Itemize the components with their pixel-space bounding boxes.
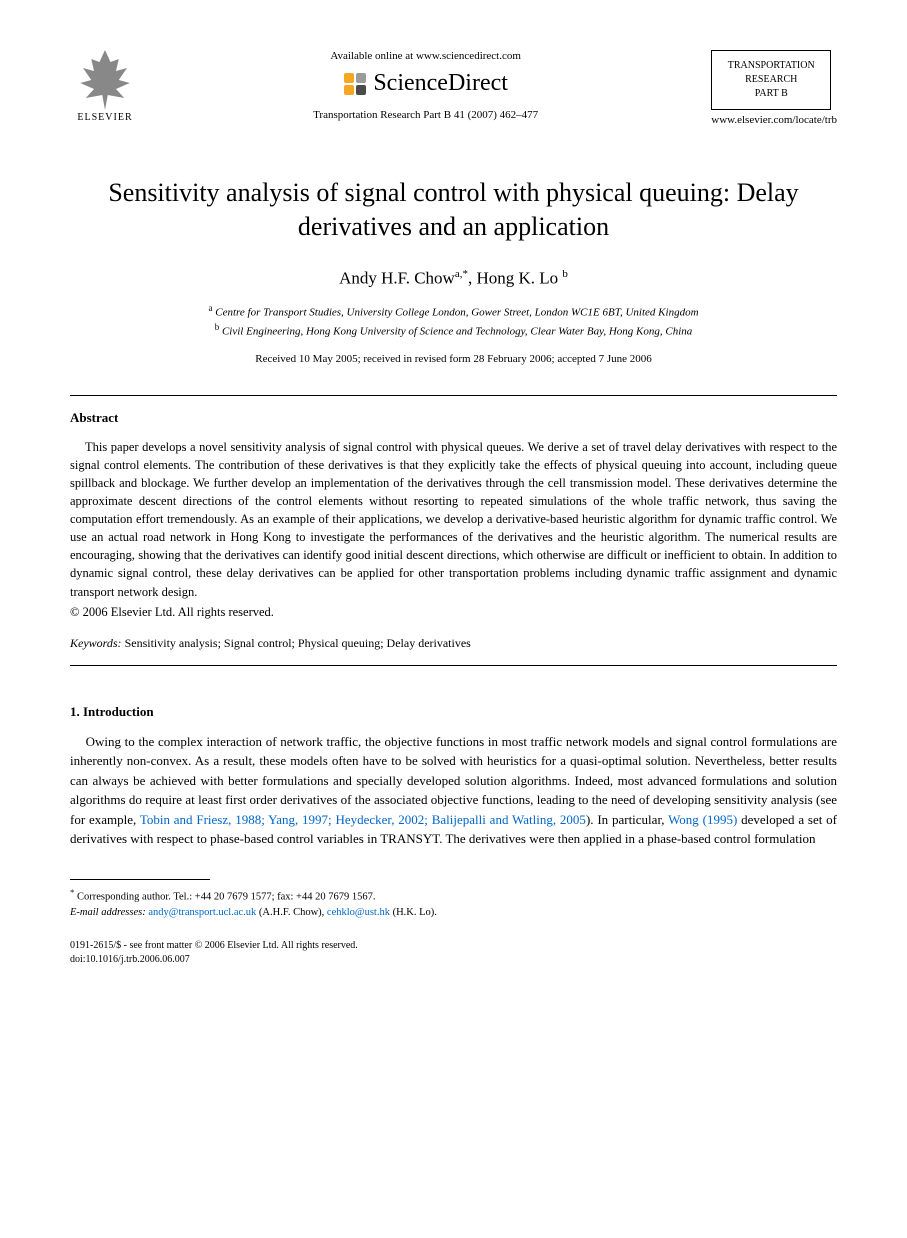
abstract-text: This paper develops a novel sensitivity … xyxy=(70,438,837,601)
author-sep: , Hong K. Lo xyxy=(468,268,562,287)
center-header: Available online at www.sciencedirect.co… xyxy=(140,50,711,125)
journal-line2: RESEARCH xyxy=(718,73,824,87)
sciencedirect-text: ScienceDirect xyxy=(373,70,508,97)
publisher-name: ELSEVIER xyxy=(70,112,140,123)
email-2-name: (H.K. Lo). xyxy=(390,907,437,918)
intro-heading: 1. Introduction xyxy=(70,704,837,720)
keywords-line: Keywords: Sensitivity analysis; Signal c… xyxy=(70,636,837,651)
affiliation-b: b Civil Engineering, Hong Kong Universit… xyxy=(70,321,837,340)
footnote-block: * Corresponding author. Tel.: +44 20 767… xyxy=(70,886,837,921)
affiliation-a: a Centre for Transport Studies, Universi… xyxy=(70,302,837,321)
article-dates: Received 10 May 2005; received in revise… xyxy=(70,353,837,365)
author-1-sup: a,* xyxy=(455,268,468,280)
divider-top xyxy=(70,395,837,396)
abstract-heading: Abstract xyxy=(70,410,837,426)
email-label: E-mail addresses: xyxy=(70,907,146,918)
divider-bottom xyxy=(70,665,837,666)
issn-line: 0191-2615/$ - see front matter © 2006 El… xyxy=(70,939,837,953)
sd-square-4 xyxy=(356,85,366,95)
available-online-text: Available online at www.sciencedirect.co… xyxy=(140,50,711,62)
affiliations: a Centre for Transport Studies, Universi… xyxy=(70,302,837,340)
header-row: ELSEVIER Available online at www.science… xyxy=(70,50,837,166)
intro-paragraph: Owing to the complex interaction of netw… xyxy=(70,732,837,849)
ref-link-1[interactable]: Tobin and Friesz, 1988; Yang, 1997; Heyd… xyxy=(140,812,586,827)
footnote-divider xyxy=(70,879,210,880)
affiliation-b-text: Civil Engineering, Hong Kong University … xyxy=(222,326,692,338)
corresponding-text: Corresponding author. Tel.: +44 20 7679 … xyxy=(77,891,375,902)
email-1[interactable]: andy@transport.ucl.ac.uk xyxy=(148,907,256,918)
keywords-label: Keywords: xyxy=(70,636,122,650)
sd-square-2 xyxy=(356,73,366,83)
email-2[interactable]: cehklo@ust.hk xyxy=(327,907,390,918)
email-line: E-mail addresses: andy@transport.ucl.ac.… xyxy=(70,905,837,921)
abstract-copyright: © 2006 Elsevier Ltd. All rights reserved… xyxy=(70,605,837,620)
citation-line: Transportation Research Part B 41 (2007)… xyxy=(140,109,711,121)
elsevier-tree-icon xyxy=(78,50,133,110)
publisher-logo: ELSEVIER xyxy=(70,50,140,123)
sd-square-1 xyxy=(344,73,354,83)
journal-column: TRANSPORTATION RESEARCH PART B www.elsev… xyxy=(711,50,837,166)
sd-square-3 xyxy=(344,85,354,95)
intro-text-b: ). In particular, xyxy=(586,812,668,827)
author-2-sup: b xyxy=(562,268,568,280)
ref-link-2[interactable]: Wong (1995) xyxy=(668,812,737,827)
journal-line3: PART B xyxy=(718,87,824,101)
bottom-meta: 0191-2615/$ - see front matter © 2006 El… xyxy=(70,939,837,967)
sciencedirect-logo: ScienceDirect xyxy=(140,70,711,97)
journal-line1: TRANSPORTATION xyxy=(718,59,824,73)
locate-link[interactable]: www.elsevier.com/locate/trb xyxy=(711,114,837,126)
authors-line: Andy H.F. Chowa,*, Hong K. Lo b xyxy=(70,268,837,289)
keywords-text: Sensitivity analysis; Signal control; Ph… xyxy=(122,636,471,650)
doi-line: doi:10.1016/j.trb.2006.06.007 xyxy=(70,953,837,967)
sciencedirect-icon xyxy=(343,72,367,96)
journal-box: TRANSPORTATION RESEARCH PART B xyxy=(711,50,831,110)
corresponding-author: * Corresponding author. Tel.: +44 20 767… xyxy=(70,886,837,905)
affiliation-a-text: Centre for Transport Studies, University… xyxy=(215,307,698,319)
author-1: Andy H.F. Chow xyxy=(339,268,455,287)
article-title: Sensitivity analysis of signal control w… xyxy=(70,176,837,244)
email-1-name: (A.H.F. Chow), xyxy=(256,907,327,918)
